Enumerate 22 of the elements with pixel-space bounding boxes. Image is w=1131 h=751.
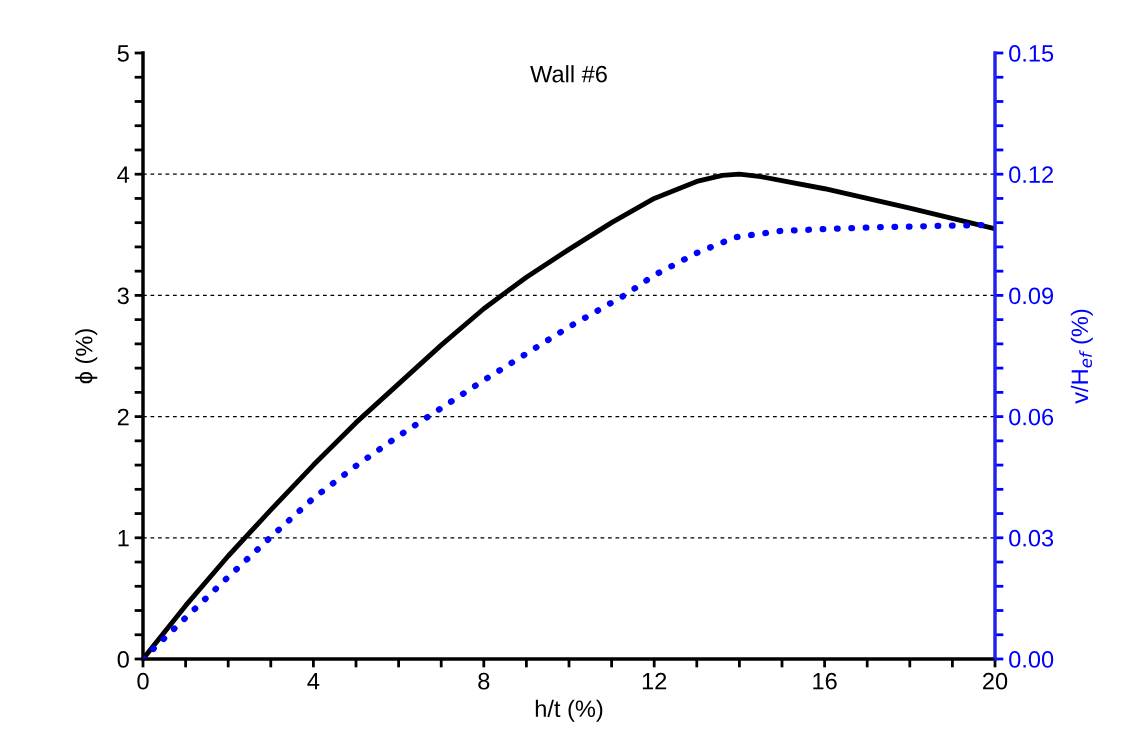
y-tick-label: 0: [117, 651, 129, 668]
x-tick-label: 12: [642, 672, 667, 690]
y2-axis-title: v/H$_{ef}$ (%): [1070, 309, 1093, 404]
x-tick-label: 8: [478, 672, 490, 690]
x-tick-label: 16: [813, 672, 837, 690]
y2-tick-label: 0.06: [1009, 408, 1054, 426]
y2-tick-label: 0.03: [1009, 529, 1054, 547]
y2-tick-label: 0.00: [1009, 651, 1054, 668]
x-tick-label: 4: [307, 673, 320, 690]
x-tick-label: 0: [137, 672, 149, 690]
x-axis-title: h/t (%): [535, 699, 603, 722]
y-tick-label: 1: [118, 530, 129, 547]
y2-tick-label: 0.15: [1009, 45, 1054, 62]
x-tick-label: 20: [983, 672, 1008, 690]
y-tick-label: 4: [117, 166, 130, 183]
y2-tick-label: 0.09: [1009, 287, 1054, 305]
y-tick-label: 3: [117, 287, 129, 305]
y2-tick-label: 0.12: [1009, 166, 1053, 183]
y-tick-label: 5: [117, 45, 129, 62]
y-axis-title: ϕ (%): [75, 329, 98, 384]
y-tick-label: 2: [117, 408, 129, 426]
chart-title: Wall #6: [530, 65, 607, 83]
